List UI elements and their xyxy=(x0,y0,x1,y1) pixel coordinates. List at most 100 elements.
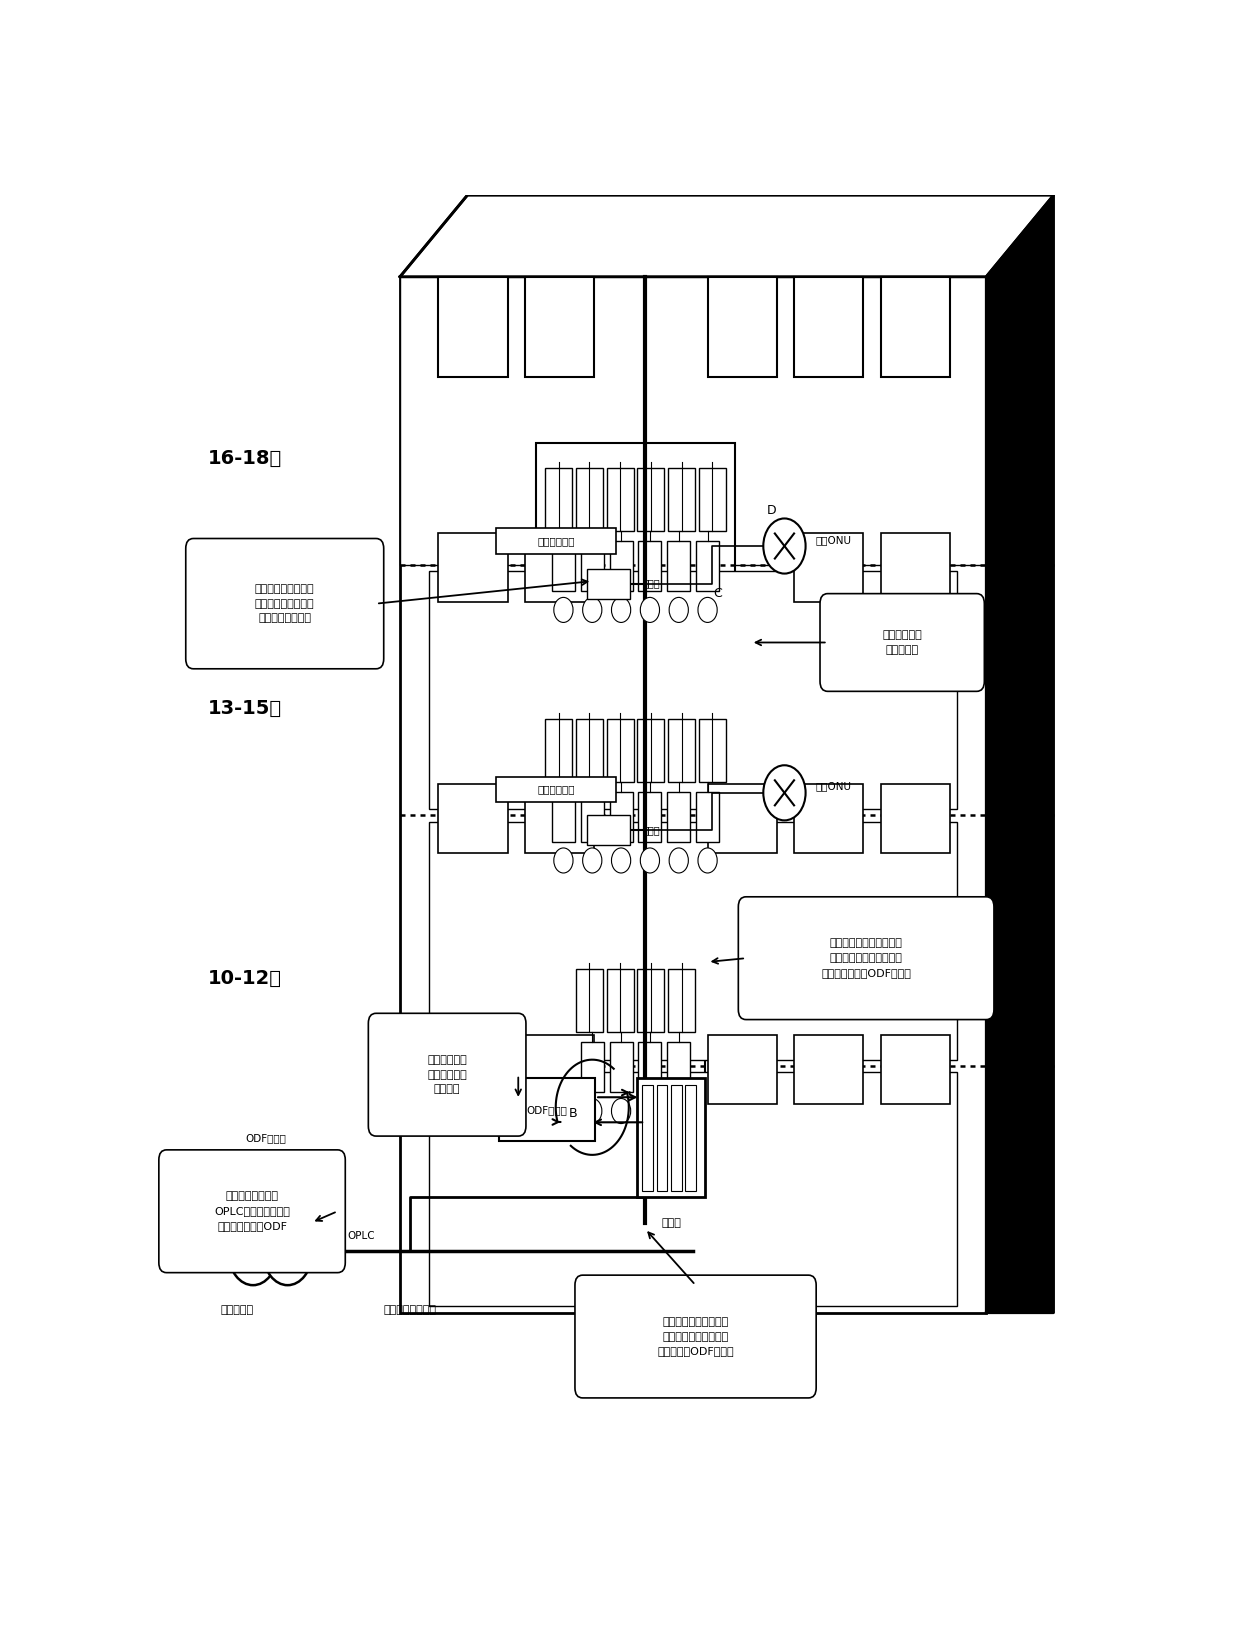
Text: A: A xyxy=(262,1204,270,1217)
Bar xyxy=(606,970,634,1032)
Circle shape xyxy=(670,848,688,874)
Bar xyxy=(667,542,691,591)
Bar xyxy=(229,1173,259,1217)
Bar xyxy=(429,1072,957,1306)
Bar xyxy=(610,542,632,591)
Text: OPLC: OPLC xyxy=(347,1232,376,1241)
Bar xyxy=(880,534,950,602)
Circle shape xyxy=(640,597,660,623)
Circle shape xyxy=(698,597,717,623)
Bar xyxy=(794,534,863,602)
Bar xyxy=(496,776,616,802)
Bar xyxy=(667,1043,691,1092)
Bar xyxy=(794,277,863,377)
Text: 13-15层: 13-15层 xyxy=(208,700,281,719)
Text: 小区变压器: 小区变压器 xyxy=(221,1305,253,1315)
Bar xyxy=(794,784,863,853)
Text: 如纤芯数量不
能满足需求需
加分光器: 如纤芯数量不 能满足需求需 加分光器 xyxy=(428,1054,467,1095)
FancyBboxPatch shape xyxy=(820,594,985,691)
Text: 用户ONU: 用户ONU xyxy=(815,535,851,545)
Circle shape xyxy=(554,597,573,623)
Bar xyxy=(708,784,776,853)
Circle shape xyxy=(698,848,717,874)
Text: 将光纤复合低压电缆中
光纤束管与电缆分离纤
芯成端接入ODF配线架: 将光纤复合低压电缆中 光纤束管与电缆分离纤 芯成端接入ODF配线架 xyxy=(657,1316,734,1357)
Bar xyxy=(552,792,575,841)
Bar xyxy=(639,792,661,841)
Bar xyxy=(439,1035,507,1103)
Text: 用户ONU: 用户ONU xyxy=(815,781,851,792)
Bar xyxy=(439,784,507,853)
Bar xyxy=(699,469,725,530)
Bar xyxy=(639,1043,661,1092)
Bar xyxy=(637,469,665,530)
Circle shape xyxy=(611,1098,631,1124)
Bar xyxy=(567,944,704,1105)
Circle shape xyxy=(670,597,688,623)
Text: 光纤复合低压电缆: 光纤复合低压电缆 xyxy=(383,1305,436,1315)
Bar xyxy=(439,534,507,602)
Bar xyxy=(642,1085,652,1191)
Bar xyxy=(588,568,630,599)
FancyBboxPatch shape xyxy=(186,539,383,669)
Text: 将至各楼层光纤复合低压
电缆中光纤束管与电缆分
离纤芯成端接入ODF配线架: 将至各楼层光纤复合低压 电缆中光纤束管与电缆分 离纤芯成端接入ODF配线架 xyxy=(821,939,911,978)
Text: 楼层集中表箱: 楼层集中表箱 xyxy=(537,784,575,794)
Circle shape xyxy=(611,848,631,874)
Bar xyxy=(637,1079,704,1197)
Bar xyxy=(880,277,950,377)
Circle shape xyxy=(640,848,660,874)
Bar xyxy=(686,1085,696,1191)
Circle shape xyxy=(583,848,601,874)
Bar xyxy=(794,1035,863,1103)
Text: ODF配线箱: ODF配线箱 xyxy=(527,1105,568,1114)
Bar xyxy=(525,1035,594,1103)
Text: ODF配线箱: ODF配线箱 xyxy=(246,1134,286,1144)
Bar xyxy=(667,792,691,841)
Bar xyxy=(498,1079,595,1141)
Polygon shape xyxy=(401,195,1054,277)
Bar xyxy=(525,784,594,853)
Bar xyxy=(496,529,616,553)
Text: 光纤符合低压电缆
OPLC中光纤束管与电
缆分离纤芯接入ODF: 光纤符合低压电缆 OPLC中光纤束管与电 缆分离纤芯接入ODF xyxy=(215,1191,290,1232)
Text: 10-12层: 10-12层 xyxy=(208,968,281,988)
Bar xyxy=(429,822,957,1059)
Text: B: B xyxy=(569,1106,578,1119)
Bar xyxy=(637,970,665,1032)
Text: 分光器: 分光器 xyxy=(642,825,660,835)
Circle shape xyxy=(640,1098,660,1124)
Text: 配电柜: 配电柜 xyxy=(661,1217,681,1227)
Polygon shape xyxy=(986,195,1054,1313)
Text: C: C xyxy=(713,587,722,600)
Text: 入户皮线纤芯
接入分光器: 入户皮线纤芯 接入分光器 xyxy=(883,630,923,656)
Bar xyxy=(429,571,957,809)
Bar xyxy=(546,469,572,530)
Bar xyxy=(580,542,604,591)
Circle shape xyxy=(670,1098,688,1124)
Circle shape xyxy=(264,1222,311,1285)
Bar xyxy=(699,719,725,781)
Bar xyxy=(525,277,594,377)
Bar xyxy=(880,784,950,853)
FancyBboxPatch shape xyxy=(159,1150,345,1272)
Circle shape xyxy=(764,519,806,574)
Bar xyxy=(639,542,661,591)
FancyBboxPatch shape xyxy=(575,1276,816,1398)
Bar xyxy=(575,469,603,530)
Bar xyxy=(668,970,696,1032)
Bar xyxy=(671,1085,682,1191)
Bar xyxy=(552,542,575,591)
Circle shape xyxy=(554,848,573,874)
Bar xyxy=(221,1154,311,1228)
Bar xyxy=(668,719,696,781)
Bar xyxy=(536,693,735,854)
Bar xyxy=(536,443,735,604)
Circle shape xyxy=(583,597,601,623)
Bar xyxy=(696,542,719,591)
Bar xyxy=(696,792,719,841)
Bar xyxy=(610,792,632,841)
Bar xyxy=(575,970,603,1032)
Bar xyxy=(546,719,572,781)
Circle shape xyxy=(611,597,631,623)
Bar xyxy=(401,277,986,1313)
Bar xyxy=(606,719,634,781)
Bar xyxy=(606,469,634,530)
